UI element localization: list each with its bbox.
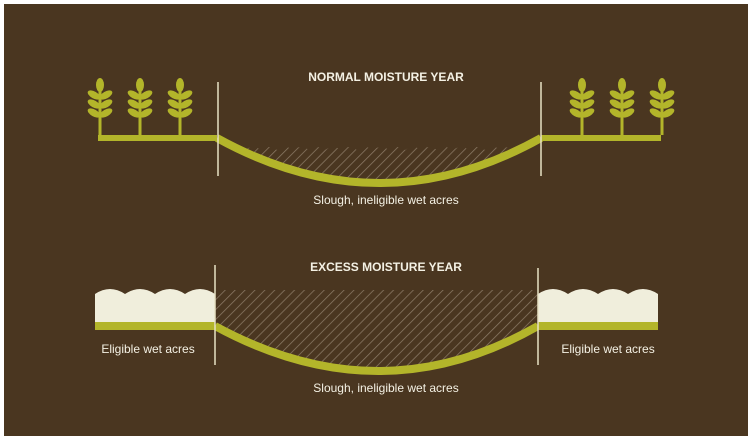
eligible-label: Eligible wet acres	[101, 342, 194, 356]
water	[538, 289, 658, 323]
panel-title: EXCESS MOISTURE YEAR	[310, 260, 462, 274]
panel-title: NORMAL MOISTURE YEAR	[308, 70, 464, 84]
ground	[95, 322, 215, 330]
slough-label: Slough, ineligible wet acres	[313, 381, 458, 395]
diagram: NORMAL MOISTURE YEAR Slough, ineligible …	[0, 0, 753, 443]
water	[95, 289, 215, 323]
ground	[538, 322, 658, 330]
slough-label: Slough, ineligible wet acres	[313, 193, 458, 207]
eligible-label: Eligible wet acres	[561, 342, 654, 356]
